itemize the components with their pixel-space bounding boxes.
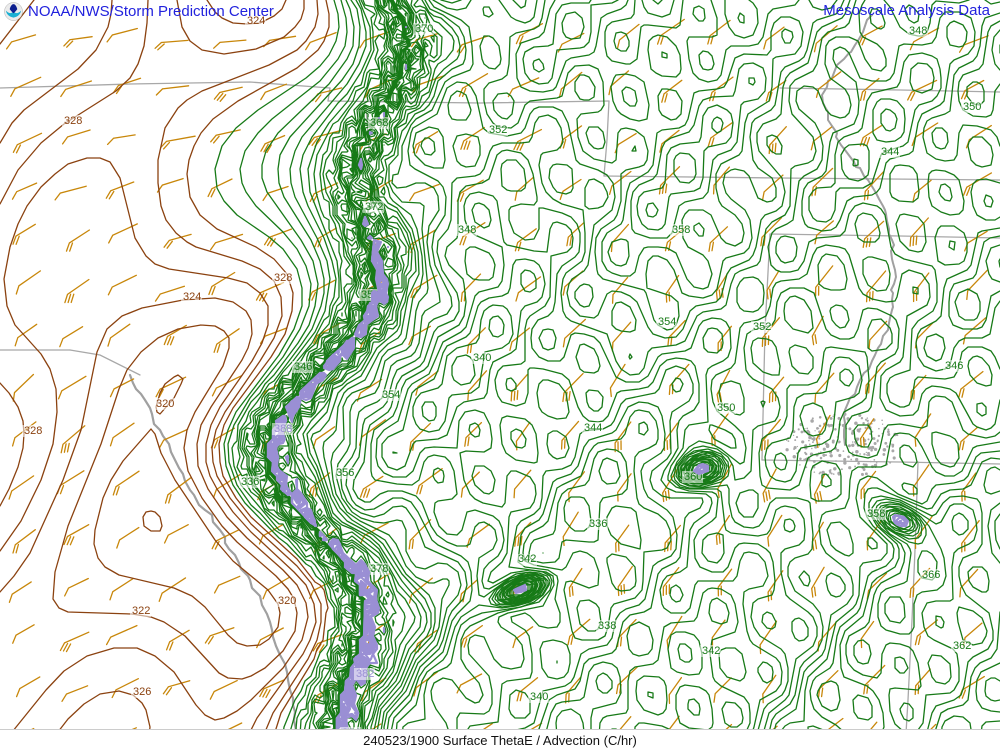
svg-text:354: 354: [382, 389, 400, 401]
svg-text:342: 342: [518, 553, 536, 565]
svg-text:324: 324: [247, 15, 265, 27]
svg-text:366: 366: [922, 569, 940, 581]
svg-text:346: 346: [294, 361, 312, 373]
svg-text:354: 354: [658, 316, 676, 328]
svg-text:372: 372: [365, 201, 383, 213]
svg-text:324: 324: [183, 291, 201, 303]
svg-text:338: 338: [598, 620, 616, 632]
svg-text:382: 382: [356, 668, 374, 680]
svg-text:340: 340: [473, 352, 491, 364]
svg-text:378: 378: [370, 563, 388, 575]
svg-text:336: 336: [241, 476, 259, 488]
svg-text:328: 328: [274, 272, 292, 284]
svg-text:352: 352: [489, 124, 507, 136]
svg-text:344: 344: [881, 146, 899, 158]
svg-text:352: 352: [753, 321, 771, 333]
svg-text:322: 322: [132, 605, 150, 617]
svg-text:358: 358: [867, 508, 885, 520]
svg-text:348: 348: [458, 224, 476, 236]
svg-text:340: 340: [530, 691, 548, 703]
svg-text:350: 350: [717, 402, 735, 414]
svg-text:344: 344: [584, 422, 602, 434]
svg-text:328: 328: [64, 115, 82, 127]
svg-text:320: 320: [278, 595, 296, 607]
svg-text:370: 370: [415, 23, 433, 35]
svg-text:358: 358: [672, 224, 690, 236]
svg-text:362: 362: [953, 640, 971, 652]
svg-text:348: 348: [909, 25, 927, 37]
svg-text:320: 320: [156, 398, 174, 410]
svg-text:356: 356: [336, 467, 354, 479]
svg-text:346: 346: [945, 360, 963, 372]
svg-text:328: 328: [24, 425, 42, 437]
svg-text:326: 326: [133, 686, 151, 698]
svg-text:336: 336: [589, 518, 607, 530]
svg-text:388: 388: [274, 423, 292, 435]
svg-text:342: 342: [702, 645, 720, 657]
svg-text:350: 350: [963, 101, 981, 113]
